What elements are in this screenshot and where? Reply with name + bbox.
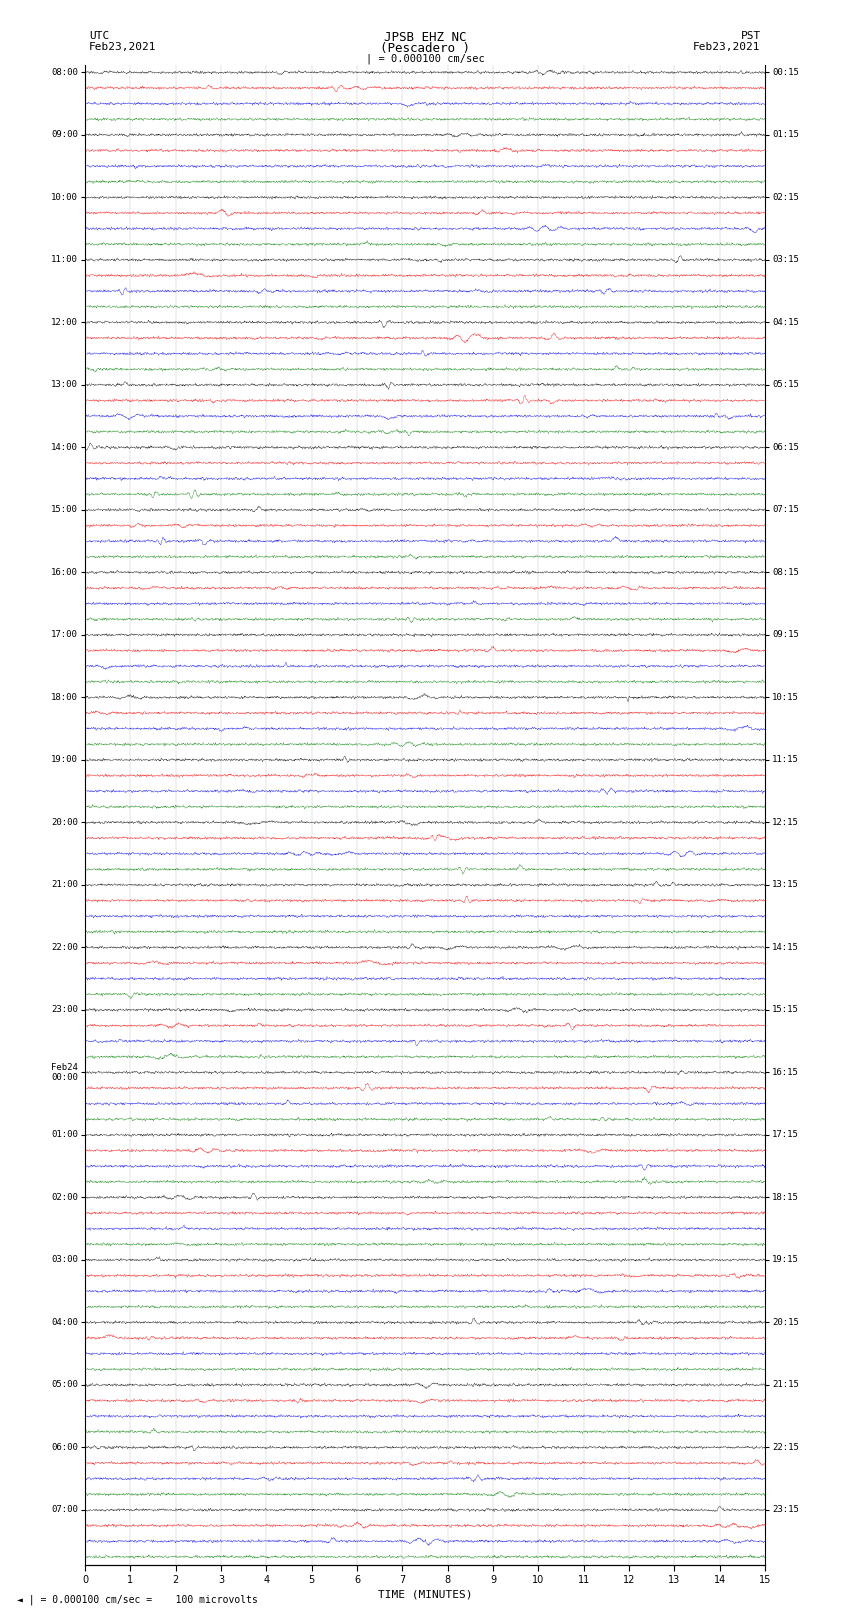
Text: ◄ | = 0.000100 cm/sec =    100 microvolts: ◄ | = 0.000100 cm/sec = 100 microvolts xyxy=(17,1594,258,1605)
Text: UTC: UTC xyxy=(89,31,110,40)
Text: PST: PST xyxy=(740,31,761,40)
Text: | = 0.000100 cm/sec: | = 0.000100 cm/sec xyxy=(366,53,484,65)
Text: (Pescadero ): (Pescadero ) xyxy=(380,42,470,55)
Text: JPSB EHZ NC: JPSB EHZ NC xyxy=(383,31,467,44)
X-axis label: TIME (MINUTES): TIME (MINUTES) xyxy=(377,1589,473,1598)
Text: Feb23,2021: Feb23,2021 xyxy=(89,42,156,52)
Text: Feb23,2021: Feb23,2021 xyxy=(694,42,761,52)
